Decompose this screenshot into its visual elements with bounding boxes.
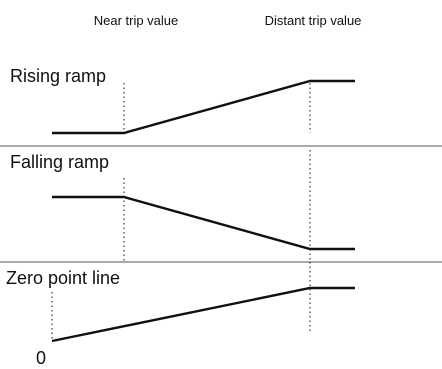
zero-point-line-title: Zero point line <box>6 268 120 288</box>
rising-ramp-line <box>52 79 355 135</box>
zero-point-line <box>51 286 355 343</box>
falling-ramp-line <box>52 195 355 251</box>
rising-ramp-panel: Rising ramp <box>10 66 355 135</box>
falling-ramp-title: Falling ramp <box>10 152 109 172</box>
distant-trip-value-label: Distant trip value <box>265 13 362 28</box>
near-trip-value-label: Near trip value <box>94 13 179 28</box>
rising-ramp-title: Rising ramp <box>10 66 106 86</box>
origin-label: 0 <box>36 348 46 368</box>
falling-ramp-panel: Falling ramp <box>10 150 355 262</box>
zero-point-line-panel: Zero point line 0 <box>6 262 355 368</box>
